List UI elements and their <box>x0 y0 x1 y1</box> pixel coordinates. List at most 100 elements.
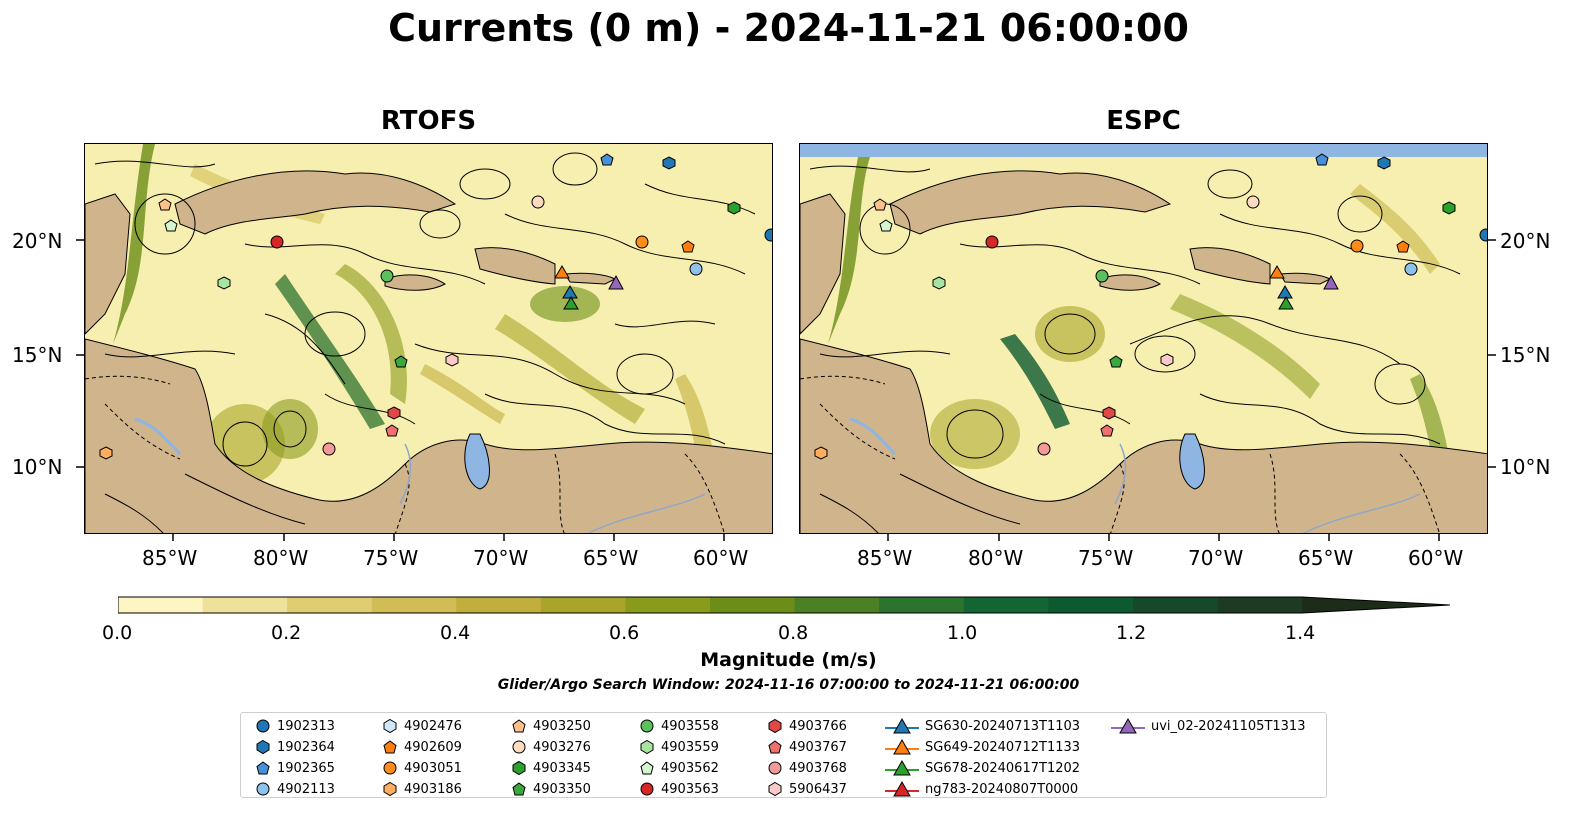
legend-label: 4902113 <box>277 781 335 797</box>
legend-item: 4903563 <box>639 779 719 799</box>
colorbar-segment <box>1132 597 1218 613</box>
float-4903559 <box>932 276 946 290</box>
legend-item: ng783-20240807T0000 <box>885 779 1078 799</box>
rivers <box>1114 443 1421 533</box>
triangle-marker-icon <box>885 760 919 776</box>
lon-label-75w-left: 75°W <box>363 546 419 570</box>
colorbar-segment <box>625 597 711 613</box>
colorbar-segment <box>1048 597 1134 613</box>
float-1902364 <box>1377 156 1391 170</box>
colorbar-segment <box>287 597 373 613</box>
legend-label: 1902364 <box>277 739 335 755</box>
triangle-marker-icon <box>885 781 919 797</box>
legend-label: 4903350 <box>533 781 591 797</box>
country-borders <box>800 375 1440 533</box>
legend-item: uvi_02-20241105T1313 <box>1111 716 1305 736</box>
float-4903345 <box>1442 201 1456 215</box>
legend-item: 4903768 <box>767 758 847 778</box>
float-4903766 <box>1102 406 1116 420</box>
float-4903051 <box>635 235 649 249</box>
float-4903250 <box>158 198 172 211</box>
float-4903563 <box>985 235 999 249</box>
legend-label: 4903766 <box>789 718 847 734</box>
legend-item: 4903276 <box>511 737 591 757</box>
float-4903767 <box>385 424 399 437</box>
pentagon-marker-icon <box>383 740 397 754</box>
float-5906437 <box>445 353 459 367</box>
colorbar-segment <box>794 597 880 613</box>
float-4903559 <box>217 276 231 290</box>
hexagon-marker-icon <box>256 739 270 755</box>
float-4902609 <box>1396 240 1410 253</box>
legend-item: 1902313 <box>255 716 335 736</box>
lat-label-10n-right: 10°N <box>1500 455 1551 479</box>
map-espc <box>799 143 1488 534</box>
masked-band <box>800 144 1487 157</box>
legend-label: 4903558 <box>661 718 719 734</box>
hexagon-marker-icon <box>383 781 397 797</box>
legend-item: SG649-20240712T1133 <box>885 737 1080 757</box>
lake-inlet <box>134 417 490 490</box>
pentagon-marker-icon <box>640 761 654 775</box>
float-4903350 <box>394 355 408 368</box>
float-4903768 <box>322 442 336 456</box>
lon-label-85w-right: 85°W <box>857 546 913 570</box>
colorbar-segment <box>963 597 1049 613</box>
lon-label-80w-left: 80°W <box>253 546 309 570</box>
lat-label-20n-right: 20°N <box>1500 229 1551 253</box>
lon-label-65w-right: 65°W <box>1298 546 1354 570</box>
pentagon-marker-icon <box>768 740 782 754</box>
lon-label-75w-right: 75°W <box>1078 546 1134 570</box>
legend: 1902313 1902364 1902365 4902113 4902476 49026… <box>240 712 1327 798</box>
legend-item: 4903350 <box>511 779 591 799</box>
legend-item: 4903558 <box>639 716 719 736</box>
glider-sg678 <box>1278 296 1294 310</box>
colorbar-tick-1: 0.2 <box>271 622 302 644</box>
legend-label: 4903559 <box>661 739 719 755</box>
glider-sg649 <box>1269 265 1285 279</box>
colorbar-segment <box>879 597 965 613</box>
circle-marker-icon <box>640 719 654 733</box>
colorbar-tick-7: 1.4 <box>1285 622 1316 644</box>
legend-item: 4903345 <box>511 758 591 778</box>
colorbar <box>117 596 1454 624</box>
legend-label: 4903345 <box>533 760 591 776</box>
legend-label: SG678-20240617T1202 <box>925 760 1081 776</box>
map-espc-canvas <box>800 144 1487 533</box>
triangle-marker-icon <box>885 718 919 734</box>
legend-item: 4903562 <box>639 758 719 778</box>
circle-marker-icon <box>256 782 270 796</box>
map-rtofs-canvas <box>85 144 772 533</box>
circle-marker-icon <box>640 782 654 796</box>
colorbar-outline <box>117 596 1451 614</box>
legend-item: SG678-20240617T1202 <box>885 758 1080 778</box>
float-markers-espc <box>814 153 1487 460</box>
glider-sg649 <box>554 265 570 279</box>
lon-label-85w-left: 85°W <box>142 546 198 570</box>
legend-label: uvi_02-20241105T1313 <box>1151 718 1306 734</box>
legend-label: 1902365 <box>277 760 335 776</box>
land-masses <box>85 170 772 533</box>
float-4903766 <box>387 406 401 420</box>
float-4903562 <box>879 219 893 232</box>
float-1902313 <box>1479 228 1487 242</box>
glider-uvi02 <box>608 274 624 290</box>
float-4903768 <box>1037 442 1051 456</box>
float-4903558 <box>380 269 394 283</box>
current-streamlines <box>94 152 756 533</box>
legend-label: 4903186 <box>404 781 462 797</box>
colorbar-tick-5: 1.0 <box>947 622 978 644</box>
lat-label-20n-left: 20°N <box>12 229 63 253</box>
colorbar-tick-4: 0.8 <box>778 622 809 644</box>
legend-label: 5906437 <box>789 781 847 797</box>
float-5906437 <box>1160 353 1174 367</box>
circle-marker-icon <box>383 761 397 775</box>
lon-label-60w-left: 60°W <box>693 546 749 570</box>
lon-label-60w-right: 60°W <box>1408 546 1464 570</box>
legend-item: 4903250 <box>511 716 591 736</box>
legend-item: 4903051 <box>382 758 462 778</box>
legend-item: 4903559 <box>639 737 719 757</box>
circle-marker-icon <box>256 719 270 733</box>
legend-item: 1902365 <box>255 758 335 778</box>
figure-title: Currents (0 m) - 2024-11-21 06:00:00 <box>388 6 1189 50</box>
